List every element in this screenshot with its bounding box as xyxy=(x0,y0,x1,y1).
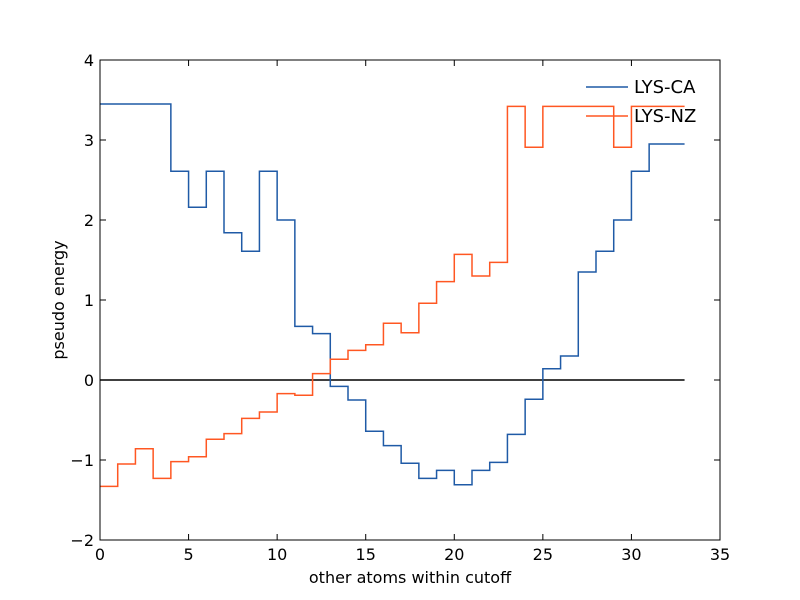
x-tick-label: 25 xyxy=(533,545,553,564)
plot-frame xyxy=(99,59,721,541)
axes-layer: 0 5 10 15 20 25 30 35 −2 −1 0 1 2 3 4 xyxy=(70,51,730,564)
x-tick-label: 0 xyxy=(95,545,105,564)
legend-label-lys-ca: LYS-CA xyxy=(634,77,696,98)
x-tick-label: 30 xyxy=(621,545,641,564)
x-tick-label: 20 xyxy=(444,545,464,564)
x-tick-label: 35 xyxy=(710,545,730,564)
series-line-lys-nz xyxy=(100,105,685,488)
y-tick-label: 0 xyxy=(84,371,94,390)
y-tick-label: 2 xyxy=(84,211,94,230)
y-tick-label: −1 xyxy=(70,451,94,470)
y-tick-label: −2 xyxy=(70,531,94,550)
legend: LYS-CA LYS-NZ xyxy=(586,77,696,127)
legend-label-lys-nz: LYS-NZ xyxy=(634,106,696,127)
x-tick-label: 5 xyxy=(183,545,193,564)
y-tick-label: 4 xyxy=(84,51,94,70)
y-axis-label: pseudo energy xyxy=(49,240,68,359)
series-layer xyxy=(100,103,685,488)
x-axis-label: other atoms within cutoff xyxy=(309,568,512,587)
y-tick-label: 1 xyxy=(84,291,94,310)
y-tick-label: 3 xyxy=(84,131,94,150)
x-tick-label: 15 xyxy=(356,545,376,564)
x-tick-label: 10 xyxy=(267,545,287,564)
series-line-lys-ca xyxy=(100,103,685,486)
